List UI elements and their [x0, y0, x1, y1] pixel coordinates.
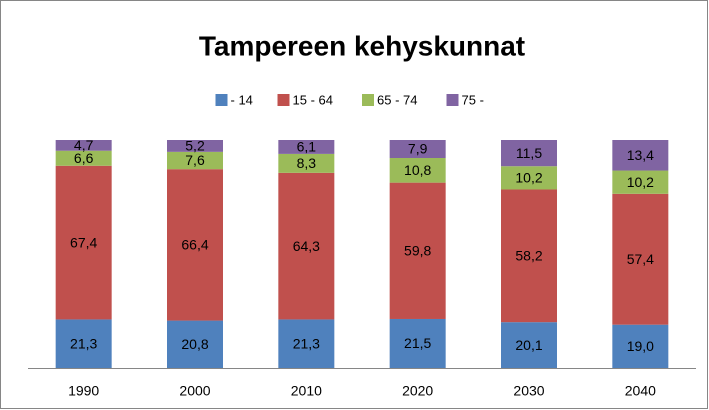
legend-swatch: [446, 94, 459, 106]
data-label: 10,8: [404, 162, 431, 178]
data-label: 7,6: [185, 152, 205, 168]
bar-segment: [501, 189, 557, 323]
bar-segment: [389, 318, 446, 368]
x-tick-label: 1990: [68, 383, 99, 399]
bar-segment: [612, 170, 669, 194]
data-label: 64,3: [293, 238, 320, 254]
data-label: 66,4: [181, 237, 208, 253]
bar-segment: [55, 319, 112, 368]
data-label: 21,3: [70, 335, 97, 351]
bar-segment: [278, 319, 335, 368]
chart-title: Tampereen kehyskunnat: [199, 30, 525, 61]
bar-segment: [55, 150, 112, 166]
data-label: 67,4: [70, 234, 97, 250]
bar-segment: [278, 153, 335, 173]
data-label: 4,7: [74, 137, 94, 153]
legend-label: 15 - 64: [293, 92, 333, 107]
data-label: 59,8: [404, 243, 431, 259]
legend-label: 65 - 74: [377, 92, 417, 107]
data-label: 13,4: [627, 147, 654, 163]
bar-segment: [389, 140, 446, 159]
data-label: 6,1: [297, 139, 317, 155]
bar-segment: [55, 165, 112, 320]
data-label: 21,5: [404, 335, 431, 351]
bar-segment: [167, 151, 223, 170]
bar-segment: [501, 322, 557, 368]
data-label: 11,5: [516, 145, 542, 161]
legend-swatch: [362, 94, 374, 106]
bar-segment: [278, 140, 335, 154]
data-label: 6,6: [74, 150, 94, 166]
bar-segment: [167, 140, 223, 152]
data-label: 5,2: [185, 138, 205, 154]
bar-segment: [55, 140, 112, 151]
x-tick-label: 2000: [179, 383, 210, 399]
legend-swatch: [215, 94, 228, 106]
bar-segment: [167, 169, 223, 321]
data-label: 21,3: [293, 335, 320, 351]
bar-segment: [501, 140, 557, 167]
bar-segment: [389, 182, 446, 319]
data-label: 20,8: [181, 336, 208, 352]
x-tick-label: 2010: [291, 383, 322, 399]
x-tick-label: 2040: [625, 383, 656, 399]
data-label: 10,2: [515, 170, 542, 186]
bar-segment: [278, 172, 335, 320]
bar-segment: [612, 140, 669, 171]
x-tick-label: 2020: [402, 383, 433, 399]
data-label: 57,4: [627, 251, 654, 267]
legend-label: 75 -: [462, 92, 484, 107]
bar-segment: [612, 324, 669, 368]
data-label: 10,2: [627, 174, 654, 190]
data-label: 19,0: [627, 338, 654, 354]
legend-label: - 14: [231, 92, 253, 107]
data-label: 58,2: [515, 248, 542, 264]
x-tick-label: 2030: [513, 383, 544, 399]
data-label: 8,3: [297, 155, 317, 171]
data-label: 20,1: [515, 337, 542, 353]
bar-segment: [501, 166, 557, 190]
legend-swatch: [277, 94, 290, 106]
bar-segment: [389, 158, 446, 183]
data-label: 7,9: [408, 141, 428, 157]
bar-segment: [612, 193, 669, 325]
bar-segment: [167, 320, 223, 368]
